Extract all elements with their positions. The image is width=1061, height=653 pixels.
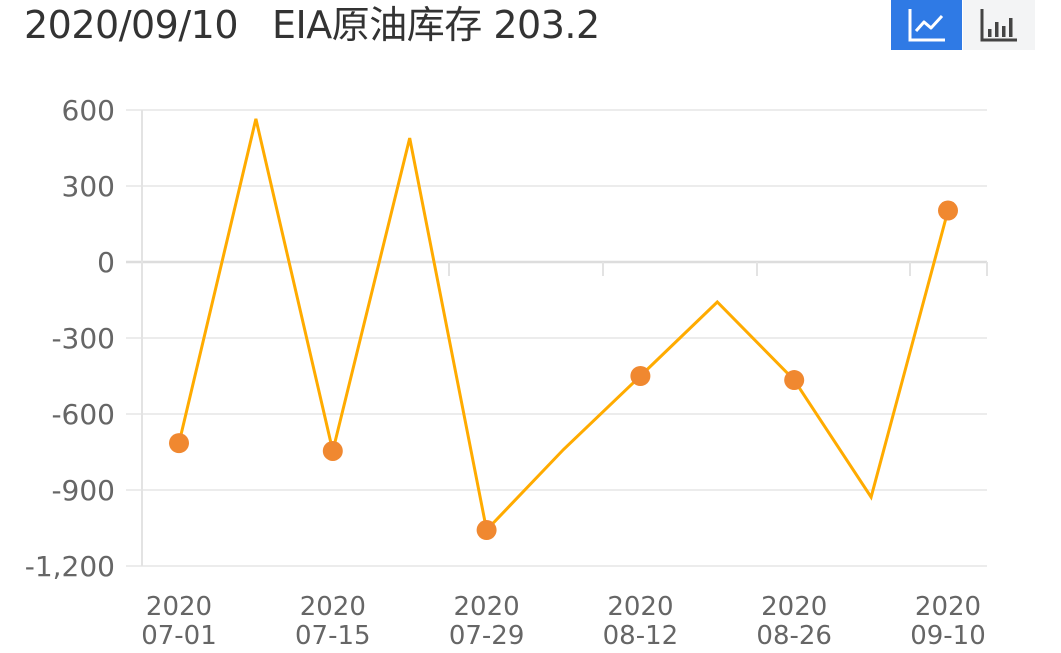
series-line [177,118,950,534]
y-tick-label: 0 [97,246,115,279]
x-tick-date: 07-01 [141,621,217,651]
x-tick-year: 2020 [300,592,366,622]
data-point-marker[interactable] [938,200,958,221]
grid-lines [126,109,987,567]
y-tick-label: 600 [62,94,115,127]
x-tick-date: 07-15 [295,621,371,651]
x-tick-year: 2020 [607,592,673,622]
y-tick-label: -600 [51,398,115,431]
data-point-marker[interactable] [630,366,651,386]
x-tick-date: 09-10 [910,621,986,651]
y-tick-label: -300 [51,322,115,355]
title-indicator: EIA原油库存 [272,3,482,47]
data-point-marker[interactable] [169,433,189,454]
x-tick-year: 2020 [454,592,520,622]
y-tick-label: -900 [51,474,115,507]
x-tick-year: 2020 [146,592,212,622]
data-point-marker[interactable] [476,520,497,541]
y-tick-label: -1,200 [25,550,115,583]
y-tick-label: 300 [62,170,115,203]
line-chart-toggle-button[interactable] [891,0,962,50]
data-point-marker[interactable] [322,440,343,461]
data-point-marker[interactable] [784,370,805,391]
bar-chart-icon [980,9,1017,42]
data-series [169,118,958,541]
title-date: 2020/09/10 [24,3,239,47]
x-tick-date: 07-29 [449,621,525,651]
title-value: 203.2 [493,3,600,47]
x-tick-year: 2020 [915,592,981,622]
x-axis: 202007-01202007-15202007-29202008-122020… [141,262,988,651]
x-tick-date: 08-12 [603,621,679,651]
chart-title: 2020/09/10 EIA原油库存 203.2 [24,0,600,50]
line-chart-icon [908,9,945,42]
bar-chart-toggle-button[interactable] [963,0,1035,50]
x-tick-date: 08-26 [756,621,832,651]
x-tick-year: 2020 [761,592,827,622]
y-axis: 600 300 0 -300 -600 -900 -1,200 [25,94,143,583]
